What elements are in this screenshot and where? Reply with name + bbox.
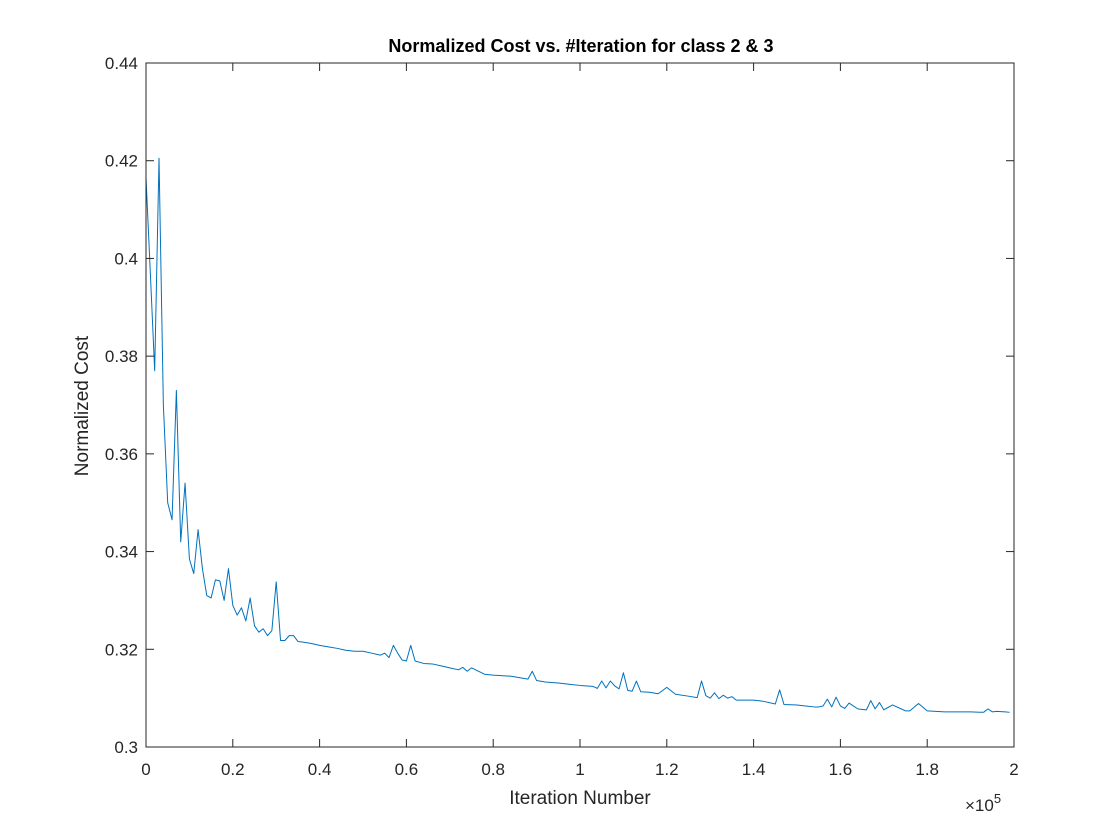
x-tick-label: 0.2 [221,760,245,779]
x-tick-label: 0 [141,760,150,779]
y-tick-label: 0.42 [105,152,138,171]
y-tick-label: 0.38 [105,347,138,366]
x-axis-multiplier-base: ×10 [965,796,994,815]
x-tick-label: 1.6 [829,760,853,779]
axes-background [146,63,1014,747]
plot-area [145,63,1014,747]
y-axis-ticks: 0.3 0.32 0.34 0.36 0.38 0.4 0.42 0.44 [105,54,1014,757]
x-tick-label: 0.6 [395,760,419,779]
x-tick-label: 1.2 [655,760,679,779]
x-tick-label: 1.4 [742,760,766,779]
y-tick-label: 0.3 [114,738,138,757]
x-axis-label: Iteration Number [509,788,651,809]
y-tick-label: 0.4 [114,249,138,268]
y-tick-label: 0.34 [105,543,138,562]
y-tick-label: 0.44 [105,54,138,73]
x-tick-label: 2 [1009,760,1018,779]
x-axis-ticks: 0 0.2 0.4 0.6 0.8 1 1.2 1.4 1.6 1.8 2 [141,63,1019,779]
x-tick-label: 1 [575,760,584,779]
x-tick-label: 1.8 [915,760,939,779]
y-tick-label: 0.36 [105,445,138,464]
series-line [145,157,1010,713]
x-tick-label: 0.4 [308,760,332,779]
x-axis-multiplier: ×105 [965,791,1001,815]
x-tick-label: 0.8 [481,760,505,779]
chart-title: Normalized Cost vs. #Iteration for class… [388,36,773,56]
x-axis-multiplier-exponent: 5 [994,791,1001,806]
y-axis-label: Normalized Cost [72,335,93,476]
y-tick-label: 0.32 [105,640,138,659]
